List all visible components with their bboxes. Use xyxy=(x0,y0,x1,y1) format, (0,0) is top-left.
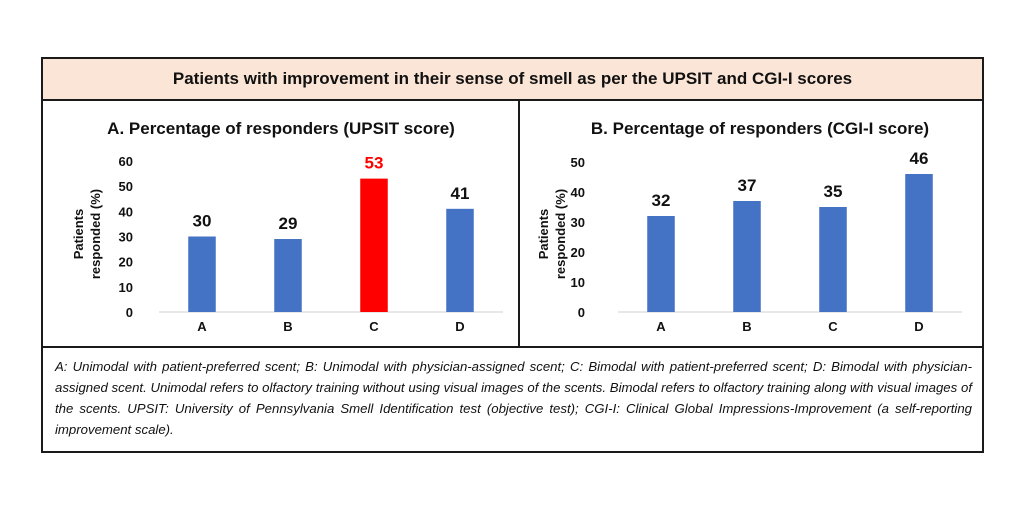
data-label: 29 xyxy=(279,214,298,233)
bar-b xyxy=(274,239,302,312)
x-tick-label: C xyxy=(828,319,838,334)
x-tick-label: A xyxy=(197,319,207,334)
bar-c xyxy=(360,178,388,312)
bar-a xyxy=(647,216,675,312)
y-tick-label: 50 xyxy=(571,155,585,170)
x-tick-label: C xyxy=(369,319,379,334)
x-tick-label: B xyxy=(283,319,292,334)
data-label: 46 xyxy=(910,149,929,168)
x-tick-label: A xyxy=(656,319,666,334)
y-tick-label: 0 xyxy=(578,305,585,320)
y-axis-label: Patients xyxy=(536,209,551,260)
y-tick-label: 30 xyxy=(571,215,585,230)
y-tick-label: 60 xyxy=(119,154,133,169)
x-tick-label: D xyxy=(914,319,923,334)
data-label: 32 xyxy=(652,191,671,210)
chart-title: A. Percentage of responders (UPSIT score… xyxy=(107,119,455,138)
chart-title: B. Percentage of responders (CGI-I score… xyxy=(591,119,929,138)
chart-cgi: B. Percentage of responders (CGI-I score… xyxy=(536,119,962,334)
chart-upsit: A. Percentage of responders (UPSIT score… xyxy=(71,119,503,334)
data-label: 35 xyxy=(824,182,843,201)
figure-frame: Patients with improvement in their sense… xyxy=(41,57,984,453)
y-axis-label: Patients xyxy=(71,209,86,260)
data-label: 53 xyxy=(365,154,384,173)
y-tick-label: 40 xyxy=(571,185,585,200)
data-label: 41 xyxy=(451,184,470,203)
y-tick-label: 10 xyxy=(119,280,133,295)
bar-d xyxy=(446,208,474,312)
bar-c xyxy=(819,207,847,312)
y-axis-label: responded (%) xyxy=(88,189,103,279)
y-tick-label: 10 xyxy=(571,275,585,290)
x-tick-label: D xyxy=(455,319,464,334)
y-tick-label: 20 xyxy=(119,255,133,270)
y-tick-label: 20 xyxy=(571,245,585,260)
data-label: 30 xyxy=(193,212,212,231)
y-tick-label: 0 xyxy=(126,305,133,320)
y-tick-label: 50 xyxy=(119,179,133,194)
bar-b xyxy=(733,201,761,312)
figure-title: Patients with improvement in their sense… xyxy=(172,69,853,88)
bar-d xyxy=(905,174,933,312)
figure-footnote: A: Unimodal with patient-preferred scent… xyxy=(43,346,982,451)
figure-header: Patients with improvement in their sense… xyxy=(43,59,982,101)
panel-upsit: A. Percentage of responders (UPSIT score… xyxy=(43,99,520,346)
x-tick-label: B xyxy=(742,319,751,334)
y-tick-label: 40 xyxy=(119,204,133,219)
panel-cgi: B. Percentage of responders (CGI-I score… xyxy=(520,99,982,346)
data-label: 37 xyxy=(738,176,757,195)
bar-a xyxy=(188,236,216,312)
y-axis-label: responded (%) xyxy=(553,189,568,279)
y-tick-label: 30 xyxy=(119,230,133,245)
